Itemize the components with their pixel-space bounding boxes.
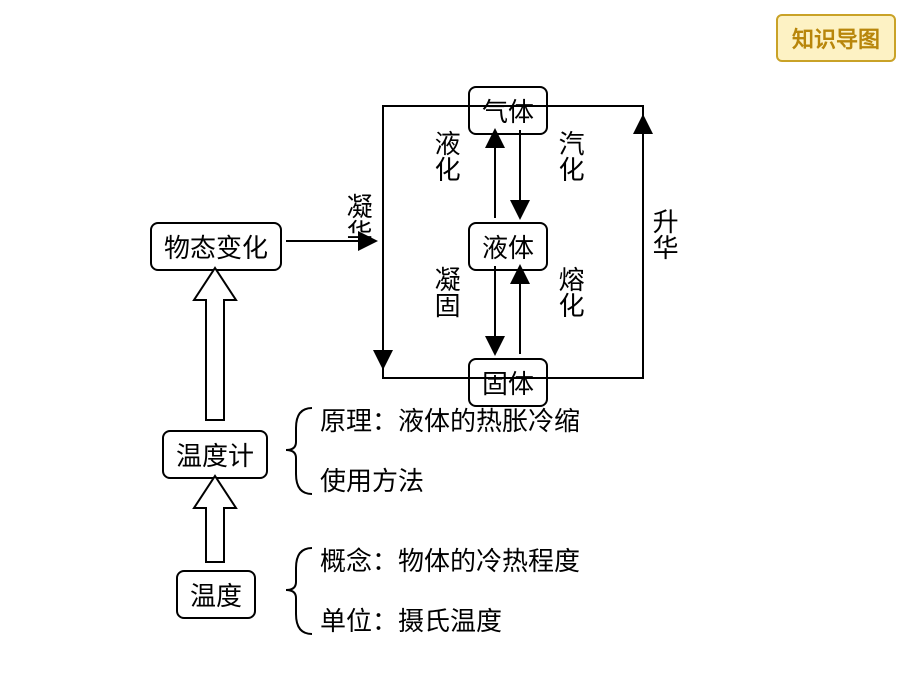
diagram-lines — [0, 0, 920, 690]
label-liquefy: 液化 — [432, 132, 463, 184]
node-temperature: 温度 — [176, 570, 256, 619]
node-thermometer: 温度计 — [162, 430, 268, 479]
node-phase-change: 物态变化 — [150, 222, 282, 271]
node-solid: 固体 — [468, 358, 548, 407]
temp-concept: 概念：物体的冷热程度 — [320, 548, 580, 577]
knowledge-map-badge: 知识导图 — [776, 14, 896, 62]
temp-unit: 单位：摄氏温度 — [320, 608, 502, 637]
thermo-principle: 原理：液体的热胀冷缩 — [320, 408, 580, 437]
node-gas: 气体 — [468, 86, 548, 135]
thermo-usage: 使用方法 — [320, 468, 424, 497]
label-melt: 熔化 — [556, 268, 587, 320]
node-liquid: 液体 — [468, 222, 548, 271]
label-solidify: 凝固 — [432, 268, 463, 320]
label-deposit: 凝华 — [344, 195, 375, 247]
label-sublime: 升华 — [650, 210, 681, 262]
label-vaporize: 汽化 — [556, 132, 587, 184]
